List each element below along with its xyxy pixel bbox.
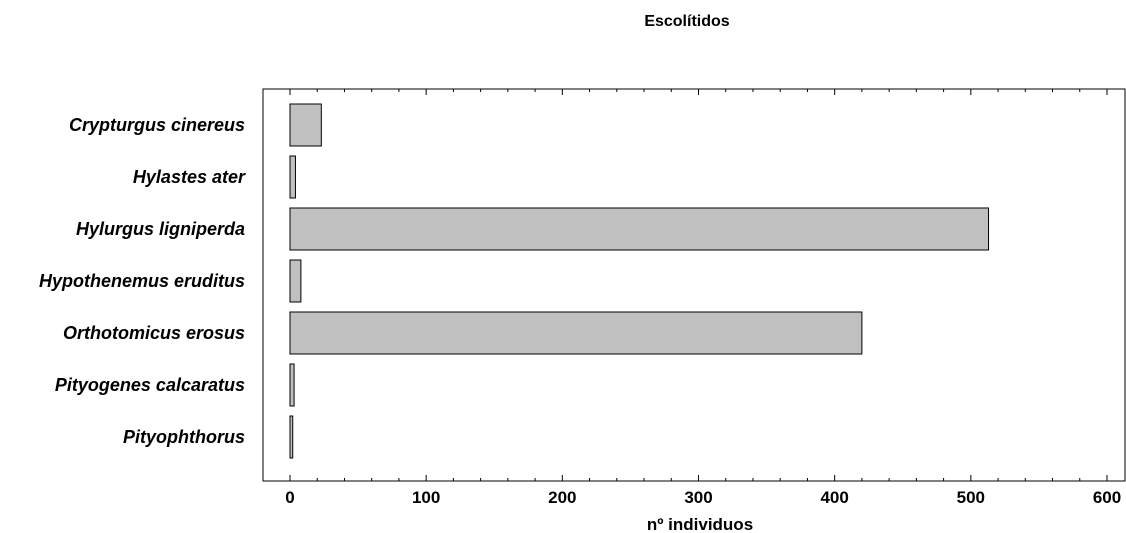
- category-label: Crypturgus cinereus: [69, 115, 245, 135]
- x-tick-label: 0: [285, 488, 294, 507]
- x-tick-label: 200: [548, 488, 576, 507]
- chart-title: Escolítidos: [644, 13, 729, 30]
- x-tick-label: 300: [684, 488, 712, 507]
- bar: [289, 363, 295, 407]
- category-label: Orthotomicus erosus: [63, 323, 245, 343]
- x-tick-label: 500: [957, 488, 985, 507]
- bottom-ticks: [289, 475, 1108, 481]
- category-labels: Crypturgus cinereus Hylastes ater Hylurgus…: [39, 115, 246, 447]
- bar: [289, 259, 302, 303]
- bar: [289, 155, 296, 199]
- x-tick-label: 600: [1093, 488, 1121, 507]
- plot-frame: [262, 88, 1126, 482]
- x-tick-labels: 0 100 200 300 400 500 600: [285, 488, 1121, 507]
- bar: [289, 311, 863, 355]
- x-axis-label: nº individuos: [647, 515, 753, 533]
- category-label: Hypothenemus eruditus: [39, 271, 245, 291]
- category-label: Hylastes ater: [133, 167, 246, 187]
- category-label: Pityogenes calcaratus: [55, 375, 245, 395]
- bar: [289, 207, 990, 251]
- top-ticks: [289, 89, 1108, 95]
- x-tick-label: 400: [820, 488, 848, 507]
- x-tick-label: 100: [412, 488, 440, 507]
- bar: [289, 103, 322, 147]
- bar: [289, 415, 294, 459]
- category-label: Hylurgus ligniperda: [76, 219, 245, 239]
- bars: [289, 103, 990, 459]
- category-label: Pityophthorus: [123, 427, 245, 447]
